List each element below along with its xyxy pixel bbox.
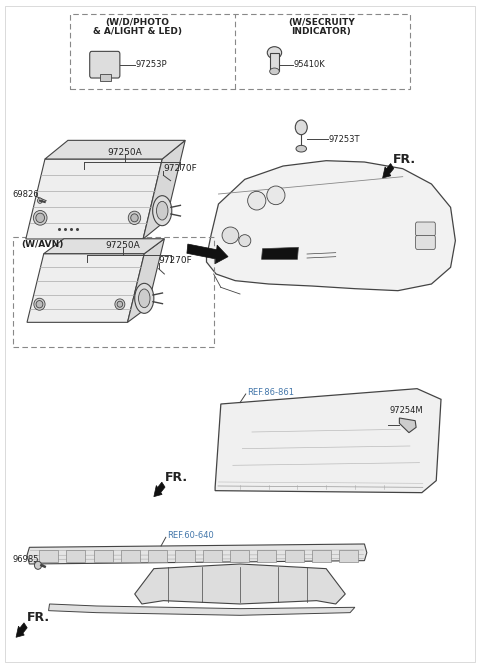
FancyBboxPatch shape: [90, 51, 120, 78]
Ellipse shape: [270, 68, 279, 75]
Text: 97270F: 97270F: [163, 164, 197, 172]
Polygon shape: [26, 159, 162, 239]
Text: FR.: FR.: [164, 471, 188, 484]
Polygon shape: [215, 389, 441, 493]
Bar: [70, 14, 410, 89]
Polygon shape: [143, 140, 185, 239]
Ellipse shape: [128, 211, 141, 224]
Text: 95410K: 95410K: [294, 60, 325, 69]
Polygon shape: [27, 544, 367, 564]
Text: 97250A: 97250A: [106, 241, 140, 250]
FancyArrow shape: [187, 244, 228, 264]
FancyBboxPatch shape: [94, 550, 113, 562]
Ellipse shape: [131, 214, 138, 222]
Ellipse shape: [37, 198, 42, 203]
Text: (W/AVN): (W/AVN): [21, 240, 63, 248]
FancyBboxPatch shape: [416, 235, 435, 249]
FancyArrow shape: [154, 482, 165, 496]
Bar: [100, 74, 111, 81]
Ellipse shape: [135, 283, 154, 313]
Polygon shape: [27, 254, 144, 323]
Ellipse shape: [34, 298, 45, 310]
FancyBboxPatch shape: [257, 550, 276, 562]
Text: 97270F: 97270F: [158, 256, 192, 265]
Polygon shape: [135, 564, 345, 604]
Ellipse shape: [35, 561, 42, 569]
Text: 96985: 96985: [12, 555, 39, 564]
Ellipse shape: [267, 186, 285, 204]
Polygon shape: [44, 238, 164, 254]
FancyBboxPatch shape: [203, 550, 222, 562]
Polygon shape: [48, 604, 355, 615]
FancyBboxPatch shape: [416, 222, 435, 236]
Ellipse shape: [36, 213, 45, 222]
FancyBboxPatch shape: [175, 550, 194, 562]
FancyBboxPatch shape: [230, 550, 249, 562]
Ellipse shape: [153, 196, 172, 226]
FancyBboxPatch shape: [148, 550, 167, 562]
Text: 69826: 69826: [12, 190, 39, 198]
Polygon shape: [206, 161, 456, 291]
FancyBboxPatch shape: [66, 550, 85, 562]
Polygon shape: [399, 418, 416, 433]
FancyBboxPatch shape: [121, 550, 140, 562]
Ellipse shape: [295, 120, 307, 135]
Bar: [12, 237, 214, 347]
Ellipse shape: [33, 210, 47, 225]
Text: & A/LIGHT & LED): & A/LIGHT & LED): [93, 27, 181, 36]
Text: REF.60-640: REF.60-640: [167, 532, 214, 540]
FancyBboxPatch shape: [312, 550, 331, 562]
Polygon shape: [45, 140, 185, 159]
Ellipse shape: [296, 146, 307, 152]
Text: REF.86-861: REF.86-861: [247, 388, 294, 397]
FancyArrow shape: [16, 623, 27, 637]
Text: (W/D/PHOTO: (W/D/PHOTO: [105, 17, 169, 27]
Ellipse shape: [139, 289, 150, 308]
Text: INDICATOR): INDICATOR): [291, 27, 351, 36]
Text: 97253T: 97253T: [328, 135, 360, 144]
Polygon shape: [128, 238, 164, 323]
FancyBboxPatch shape: [285, 550, 304, 562]
Polygon shape: [262, 247, 299, 259]
Ellipse shape: [248, 191, 266, 210]
Ellipse shape: [239, 234, 251, 246]
Bar: [270, 53, 279, 71]
FancyBboxPatch shape: [339, 550, 358, 562]
Text: FR.: FR.: [27, 611, 50, 624]
Text: 97254M: 97254M: [389, 406, 423, 415]
Text: 97250A: 97250A: [108, 148, 143, 156]
Text: 97253P: 97253P: [136, 60, 168, 69]
Ellipse shape: [222, 227, 239, 244]
Ellipse shape: [156, 201, 168, 220]
Ellipse shape: [267, 47, 282, 59]
FancyBboxPatch shape: [39, 550, 58, 562]
Ellipse shape: [36, 301, 43, 308]
Ellipse shape: [115, 299, 125, 309]
Text: (W/SECRUITY: (W/SECRUITY: [288, 17, 355, 27]
Text: FR.: FR.: [393, 153, 416, 166]
Ellipse shape: [117, 301, 123, 307]
FancyArrow shape: [383, 164, 394, 178]
